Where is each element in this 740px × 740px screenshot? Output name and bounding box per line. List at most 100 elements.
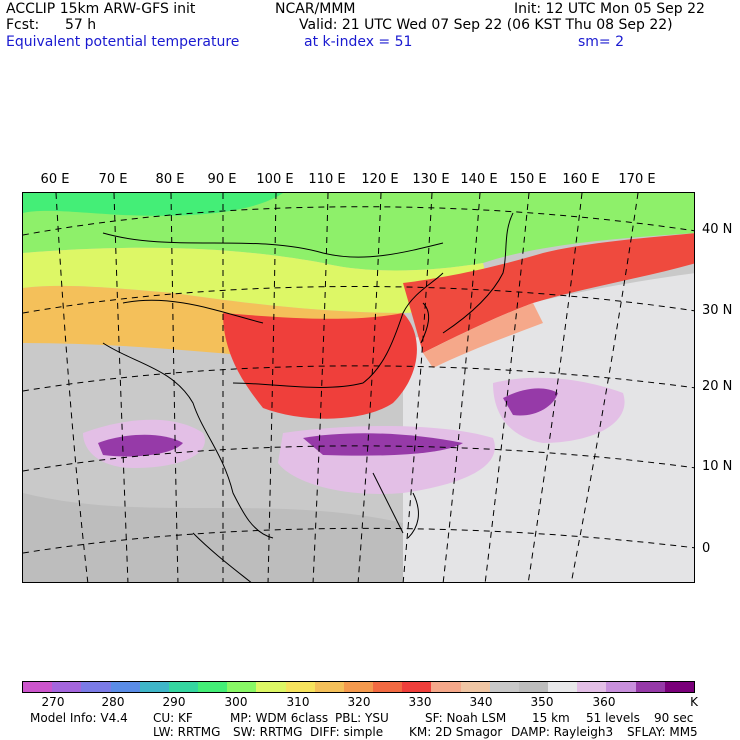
map-canvas xyxy=(23,193,694,582)
colorbar-segment xyxy=(314,682,344,692)
lat-label-20n: 20 N xyxy=(702,379,733,394)
colorbar-segment xyxy=(23,682,53,692)
footer-sw: SW: RRTMG xyxy=(233,725,303,739)
lon-label-150e: 150 E xyxy=(509,172,547,187)
footer-timestep: 90 sec xyxy=(654,711,694,725)
valid-time: Valid: 21 UTC Wed 07 Sep 22 (06 KST Thu … xyxy=(299,17,673,33)
lon-label-90e: 90 E xyxy=(207,172,237,187)
footer-levels: 51 levels xyxy=(586,711,640,725)
colorbar-segment xyxy=(635,682,665,692)
coastlines xyxy=(102,212,514,582)
colorbar-segment xyxy=(285,682,315,692)
forecast-hour: 57 h xyxy=(65,17,97,33)
colorbar-segment xyxy=(227,682,257,692)
colorbar-segment xyxy=(81,682,111,692)
colorbar-segment xyxy=(139,682,169,692)
lon-label-160e: 160 E xyxy=(562,172,600,187)
model-title: ACCLIP 15km ARW-GFS init xyxy=(6,1,196,17)
colorbar-segment xyxy=(402,682,432,692)
japan-coast xyxy=(442,212,514,334)
theta-e-map xyxy=(22,192,695,583)
footer-model-info: Model Info: V4.4 xyxy=(30,711,128,725)
lon-label-110e: 110 E xyxy=(308,172,346,187)
colorbar-segment xyxy=(664,682,694,692)
lat-label-0: 0 xyxy=(702,541,711,556)
purple-bay-of-bengal xyxy=(98,434,183,457)
forecast-label: Fcst: xyxy=(6,17,40,33)
init-time: Init: 12 UTC Mon 05 Sep 22 xyxy=(514,1,705,17)
colorbar-segment xyxy=(373,682,403,692)
colorbar-segment xyxy=(110,682,140,692)
footer-cu: CU: KF xyxy=(153,711,193,725)
himalaya-border xyxy=(122,299,264,324)
parallel-30n xyxy=(23,286,694,314)
colorbar-label-320: 320 xyxy=(347,695,371,709)
field-name: Equivalent potential temperature xyxy=(6,34,240,50)
colorbar-segment xyxy=(577,682,607,692)
colorbar-label-310: 310 xyxy=(286,695,310,709)
philippines-coast xyxy=(372,472,419,539)
footer-diff: DIFF: simple xyxy=(310,725,384,739)
colorbar-segment xyxy=(256,682,286,692)
colorbar-label-350: 350 xyxy=(530,695,554,709)
footer-sflay: SFLAY: MM5 xyxy=(627,725,698,739)
red-band-japan xyxy=(403,233,694,353)
footer-lw: LW: RRTMG xyxy=(153,725,221,739)
meridian-170e xyxy=(570,193,639,582)
colorbar-segment xyxy=(343,682,374,692)
colorbar-segment xyxy=(198,682,228,692)
lon-label-140e: 140 E xyxy=(460,172,498,187)
colorbar-segment xyxy=(431,682,461,692)
colorbar-segment xyxy=(518,682,549,692)
colorbar-label-290: 290 xyxy=(162,695,186,709)
footer-damp: DAMP: Rayleigh3 xyxy=(511,725,614,739)
colorbar-unit: K xyxy=(690,695,698,709)
colorbar-segment xyxy=(168,682,199,692)
colorbar-segment xyxy=(52,682,82,692)
parallel-equator xyxy=(23,527,694,554)
level-info: at k-index = 51 xyxy=(304,34,413,50)
green-band-north xyxy=(23,193,283,216)
lon-label-120e: 120 E xyxy=(361,172,399,187)
southern-grey-region xyxy=(23,493,403,582)
mongolia-border xyxy=(102,232,444,258)
colorbar-label-340: 340 xyxy=(469,695,493,709)
lon-label-80e: 80 E xyxy=(155,172,185,187)
purple-philippine-sea xyxy=(303,433,463,456)
colorbar-label-330: 330 xyxy=(408,695,432,709)
salmon-band xyxy=(423,303,543,368)
colorbar-segment xyxy=(548,682,578,692)
colorbar xyxy=(22,681,695,693)
lon-label-130e: 130 E xyxy=(412,172,450,187)
footer-sf: SF: Noah LSM xyxy=(425,711,507,725)
lat-label-30n: 30 N xyxy=(702,303,733,318)
lat-label-40n: 40 N xyxy=(702,222,733,237)
footer-km: KM: 2D Smagor xyxy=(409,725,503,739)
yellow-band xyxy=(23,247,485,313)
purple-western-pacific xyxy=(503,388,558,416)
china-coast xyxy=(232,272,444,388)
lon-label-170e: 170 E xyxy=(618,172,656,187)
parallel-40n xyxy=(23,206,694,236)
colorbar-label-270: 270 xyxy=(41,695,65,709)
footer-mp: MP: WDM 6class xyxy=(230,711,329,725)
colorbar-label-300: 300 xyxy=(224,695,248,709)
lon-label-100e: 100 E xyxy=(256,172,294,187)
organization: NCAR/MMM xyxy=(275,1,356,17)
meridian-160e xyxy=(527,193,583,582)
colorbar-label-360: 360 xyxy=(592,695,616,709)
colorbar-segment xyxy=(606,682,636,692)
lon-label-60e: 60 E xyxy=(40,172,70,187)
india-coast xyxy=(102,342,274,539)
parallel-10n xyxy=(23,445,694,472)
smoothing-info: sm= 2 xyxy=(578,34,625,50)
graticule xyxy=(23,193,694,582)
colorbar-segment xyxy=(460,682,490,692)
footer-resolution: 15 km xyxy=(532,711,570,725)
colorbar-segment xyxy=(489,682,519,692)
colorbar-label-280: 280 xyxy=(101,695,125,709)
footer-pbl: PBL: YSU xyxy=(335,711,389,725)
parallel-20n xyxy=(23,365,694,392)
lat-label-10n: 10 N xyxy=(702,459,733,474)
lon-label-70e: 70 E xyxy=(98,172,128,187)
